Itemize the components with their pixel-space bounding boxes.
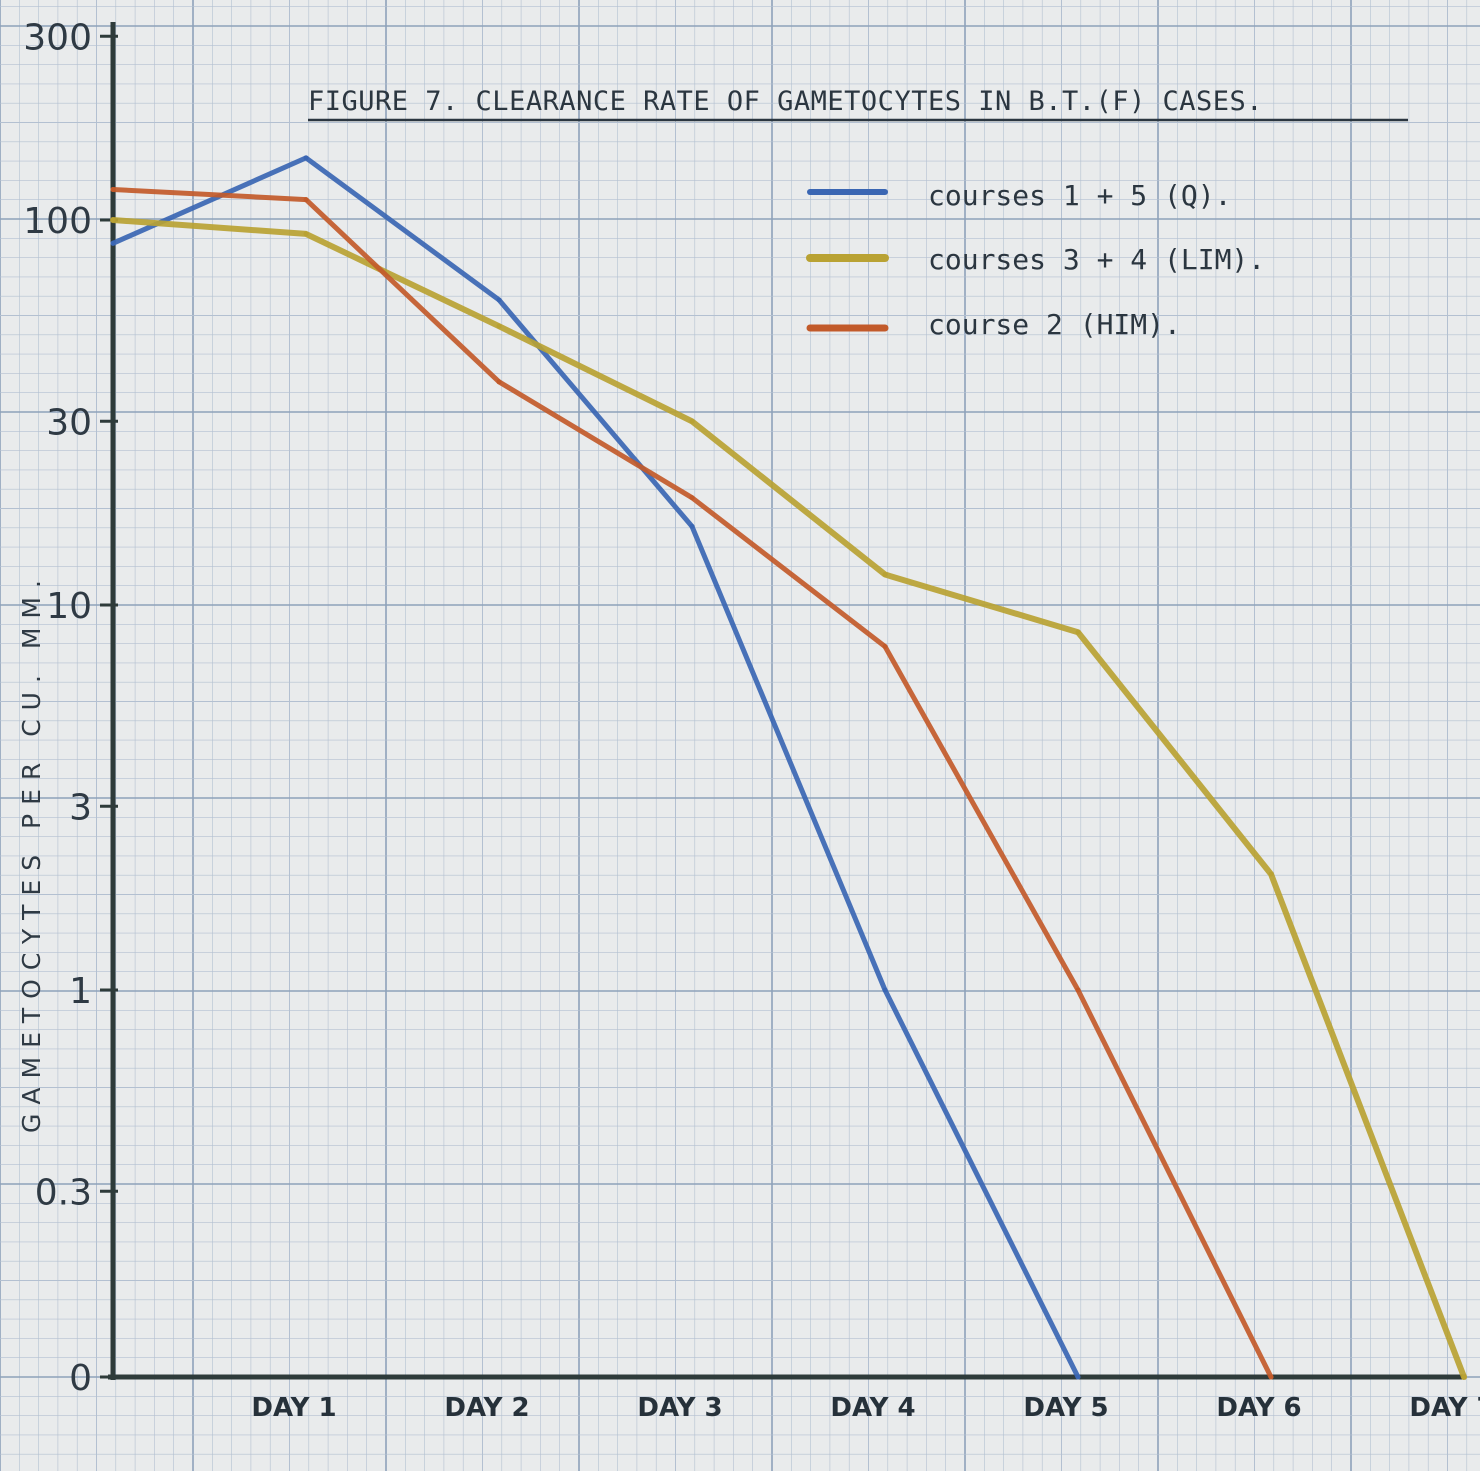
y-axis-label: GAMETOCYTES PER CU. MM. <box>17 571 46 1133</box>
data-point <box>1268 1374 1274 1380</box>
data-point <box>110 240 116 246</box>
data-point <box>110 187 116 192</box>
series-line <box>110 217 1467 1380</box>
x-tick-label: DAY 3 <box>637 1393 722 1423</box>
x-tick-labels: DAY 1 DAY 2 DAY 3 DAY 4 DAY 5 DAY 6 DAY 7 <box>251 1393 1480 1423</box>
x-tick-label: DAY 4 <box>830 1393 915 1423</box>
data-point <box>882 987 888 993</box>
axes <box>108 22 1466 1380</box>
data-point <box>689 523 695 529</box>
data-point <box>303 197 309 203</box>
data-point <box>882 572 888 577</box>
data-point <box>689 418 695 424</box>
legend: courses 1 + 5 (Q). courses 3 + 4 (LIM). … <box>806 179 1265 341</box>
legend-label: courses 3 + 4 (LIM). <box>928 243 1265 276</box>
data-point <box>1075 629 1081 635</box>
x-tick-label: DAY 6 <box>1216 1393 1301 1423</box>
y-tick-label: 300 <box>23 17 92 58</box>
x-tick-label: DAY 5 <box>1023 1393 1108 1423</box>
data-point <box>496 323 502 329</box>
data-point <box>689 495 695 501</box>
x-tick-label: DAY 2 <box>444 1393 529 1423</box>
series-line <box>110 187 1274 1380</box>
data-point <box>303 155 309 161</box>
data-point <box>1075 1374 1081 1380</box>
legend-label: course 2 (HIM). <box>928 308 1181 341</box>
data-point <box>110 217 116 223</box>
y-tick-label: 10 <box>46 586 92 627</box>
legend-label: courses 1 + 5 (Q). <box>928 179 1231 212</box>
data-point <box>496 379 502 385</box>
data-point <box>303 231 309 237</box>
y-tick-label: 0 <box>69 1358 92 1399</box>
series-line <box>110 155 1081 1380</box>
data-point <box>496 297 502 303</box>
x-tick-label: DAY 7 <box>1409 1393 1480 1423</box>
y-tick-label: 30 <box>46 402 92 443</box>
series-lines <box>110 155 1467 1380</box>
legend-item: courses 3 + 4 (LIM). <box>806 243 1265 276</box>
y-tick-labels: 300 100 30 10 3 1 0.3 0 <box>23 17 118 1399</box>
data-point <box>882 644 888 649</box>
chart-title: FIGURE 7. CLEARANCE RATE OF GAMETOCYTES … <box>308 86 1263 117</box>
y-tick-label: 100 <box>23 201 92 242</box>
x-tick-label: DAY 1 <box>251 1393 336 1423</box>
legend-item: course 2 (HIM). <box>806 308 1181 341</box>
data-point <box>1461 1374 1467 1380</box>
y-tick-label: 1 <box>69 971 92 1012</box>
legend-item: courses 1 + 5 (Q). <box>807 179 1231 212</box>
y-tick-label: 0.3 <box>35 1172 92 1213</box>
data-point <box>1075 987 1081 993</box>
data-point <box>1268 871 1274 877</box>
y-tick-label: 3 <box>69 787 92 828</box>
